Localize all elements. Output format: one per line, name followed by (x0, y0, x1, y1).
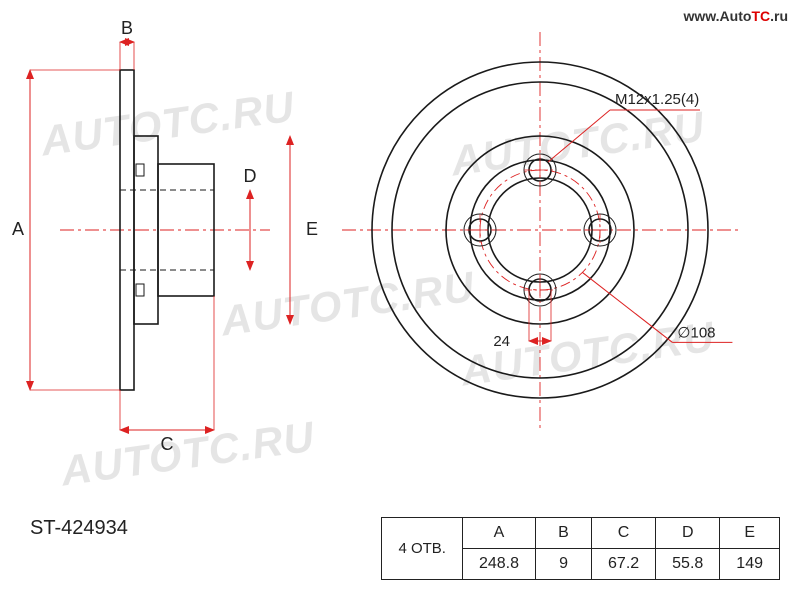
svg-text:C: C (161, 434, 174, 454)
col-header: A (462, 518, 535, 549)
col-value: 149 (720, 549, 780, 580)
col-value: 55.8 (656, 549, 720, 580)
col-header: D (656, 518, 720, 549)
svg-text:24: 24 (493, 333, 510, 350)
technical-drawing: A B C D E M12x1.25(4) ∅108 24 (0, 0, 800, 520)
svg-text:M12x1.25(4): M12x1.25(4) (615, 91, 699, 108)
svg-text:A: A (12, 219, 24, 239)
col-header: C (592, 518, 656, 549)
svg-text:∅108: ∅108 (677, 324, 715, 341)
col-value: 67.2 (592, 549, 656, 580)
dimension-table: 4 ОТВ. A B C D E 248.8 9 67.2 55.8 149 (381, 517, 780, 580)
holes-label: 4 ОТВ. (382, 518, 463, 580)
col-value: 9 (536, 549, 592, 580)
svg-text:E: E (306, 219, 318, 239)
col-header: B (536, 518, 592, 549)
svg-text:B: B (121, 18, 133, 38)
col-header: E (720, 518, 780, 549)
part-number: ST-424934 (30, 517, 128, 540)
svg-text:D: D (244, 166, 257, 186)
side-view (60, 70, 270, 390)
col-value: 248.8 (462, 549, 535, 580)
